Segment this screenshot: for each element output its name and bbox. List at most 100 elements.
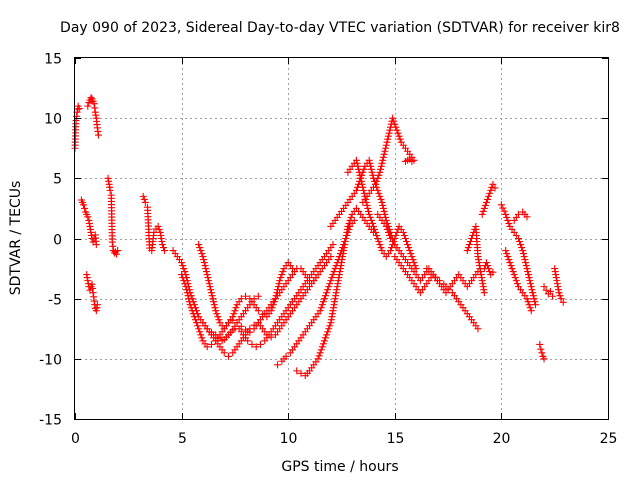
data-point [368, 219, 376, 227]
data-point [502, 247, 510, 255]
data-point [184, 292, 192, 300]
data-point [403, 238, 411, 246]
data-point [279, 268, 287, 276]
data-point [485, 192, 493, 200]
data-point [207, 289, 215, 297]
data-point [254, 292, 262, 300]
data-point [329, 271, 337, 279]
data-point [330, 268, 338, 276]
data-point [444, 285, 452, 293]
data-point [179, 274, 187, 282]
data-point [486, 268, 494, 276]
axis-ticks: 0 5 10 15 20 25 -15 -10 -5 0 5 10 15 [39, 52, 617, 448]
data-point [401, 235, 409, 242]
data-point [409, 256, 417, 264]
data-point [520, 253, 528, 261]
data-point [519, 250, 527, 258]
data-point [480, 204, 488, 212]
data-point [528, 286, 536, 294]
data-point [384, 135, 392, 143]
data-point [373, 231, 381, 239]
data-point [355, 165, 363, 173]
data-point [380, 150, 388, 158]
data-point [218, 337, 226, 345]
data-point [518, 244, 526, 252]
data-point [504, 216, 512, 224]
data-point [181, 268, 189, 276]
data-point [482, 198, 490, 206]
data-point [367, 216, 375, 224]
data-point [244, 337, 252, 345]
x-tick-label: 10 [280, 431, 298, 447]
data-point [505, 219, 513, 227]
data-point [256, 340, 264, 348]
data-point [374, 186, 382, 194]
data-point [215, 316, 223, 324]
data-point [526, 277, 534, 285]
data-point [556, 292, 564, 300]
data-point [381, 210, 389, 218]
data-point [538, 349, 546, 357]
data-point [325, 325, 333, 333]
data-point [319, 340, 327, 348]
data-point [344, 222, 352, 230]
data-point [366, 159, 374, 167]
data-point [318, 301, 326, 309]
data-point [326, 322, 334, 330]
data-point [542, 286, 550, 294]
data-point [191, 316, 199, 324]
data-point [178, 271, 186, 279]
data-point [363, 201, 371, 209]
data-point [466, 238, 474, 246]
data-point [393, 228, 401, 236]
data-point [508, 265, 516, 273]
data-point [513, 280, 521, 288]
y-axis-label: SDTVAR / TECUs [8, 181, 24, 296]
data-point [379, 156, 387, 164]
data-point [252, 343, 260, 351]
data-point [390, 117, 398, 125]
data-point [522, 259, 530, 267]
data-point [380, 207, 388, 215]
data-point [479, 207, 487, 215]
x-axis-label: GPS time / hours [281, 459, 398, 475]
data-point [482, 259, 490, 267]
data-point [323, 331, 331, 339]
data-point [500, 207, 508, 215]
data-point [480, 289, 488, 297]
data-point [499, 204, 507, 212]
data-point [359, 183, 367, 191]
data-point [404, 241, 412, 249]
data-point [187, 304, 195, 312]
data-point [140, 195, 148, 203]
data-point [391, 120, 399, 128]
data-point [365, 210, 373, 218]
data-point [113, 250, 121, 258]
data-point [274, 361, 282, 369]
data-point [199, 253, 207, 261]
data-point [195, 325, 203, 333]
data-point [531, 298, 539, 306]
data-point [529, 292, 537, 300]
data-point [214, 313, 222, 321]
data-point [183, 289, 191, 297]
data-point [379, 201, 387, 209]
data-point [237, 295, 245, 303]
data-point [254, 307, 262, 315]
data-point [201, 262, 209, 270]
data-point [193, 319, 201, 327]
data-point [242, 292, 250, 300]
data-point [275, 280, 283, 288]
data-point [399, 228, 407, 236]
data-point [369, 171, 377, 179]
data-point [385, 129, 393, 137]
data-point [523, 213, 531, 221]
data-point [158, 241, 166, 249]
data-point [523, 265, 531, 273]
data-point [150, 228, 158, 236]
data-point [188, 307, 196, 315]
data-point [354, 162, 362, 170]
data-point [225, 352, 233, 360]
data-point [185, 295, 193, 303]
data-point [384, 132, 392, 140]
